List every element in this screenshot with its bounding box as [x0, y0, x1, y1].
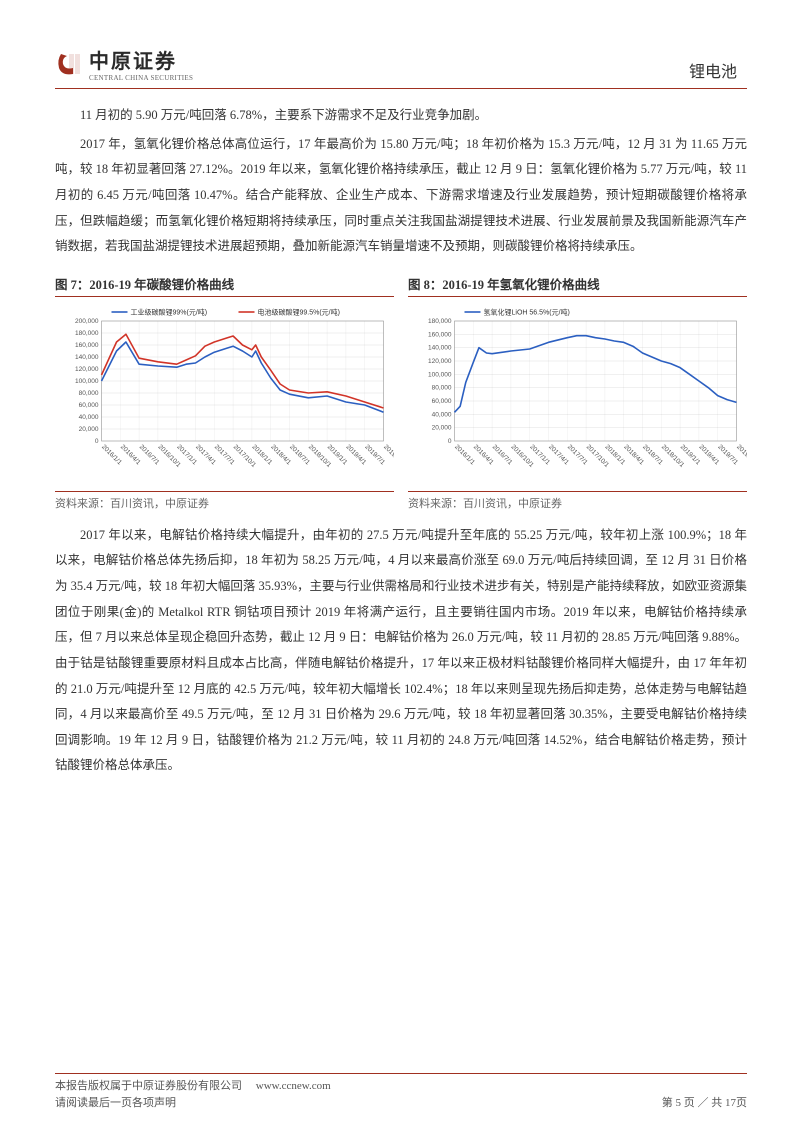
svg-text:80,000: 80,000	[79, 390, 99, 397]
svg-text:100,000: 100,000	[428, 371, 452, 378]
logo-icon	[55, 50, 83, 78]
svg-text:180,000: 180,000	[75, 330, 99, 337]
paragraph-1: 11 月初的 5.90 万元/吨回落 6.78%，主要系下游需求不足及行业竞争加…	[55, 103, 747, 129]
svg-text:20,000: 20,000	[79, 426, 99, 433]
svg-text:40,000: 40,000	[432, 411, 452, 418]
svg-text:200,000: 200,000	[75, 318, 99, 325]
svg-text:180,000: 180,000	[428, 318, 452, 325]
svg-text:60,000: 60,000	[432, 398, 452, 405]
logo: 中原证券 CENTRAL CHINA SECURITIES	[55, 45, 193, 82]
footer-url: www.ccnew.com	[256, 1080, 331, 1092]
svg-text:120,000: 120,000	[75, 366, 99, 373]
svg-text:电池级碳酸锂99.5%(元/吨): 电池级碳酸锂99.5%(元/吨)	[258, 307, 340, 316]
svg-text:160,000: 160,000	[75, 342, 99, 349]
svg-text:2019/10/1: 2019/10/1	[382, 443, 394, 469]
svg-text:100,000: 100,000	[75, 378, 99, 385]
svg-text:2019/10/1: 2019/10/1	[735, 443, 747, 469]
svg-text:80,000: 80,000	[432, 384, 452, 391]
chart-7-source: 资料来源：百川资讯，中原证券	[55, 491, 394, 511]
svg-text:120,000: 120,000	[428, 358, 452, 365]
svg-text:160,000: 160,000	[428, 331, 452, 338]
footer-page: 第 5 页 ／ 共 17页	[662, 1097, 747, 1109]
chart-8-title: 图 8：2016-19 年氢氧化锂价格曲线	[408, 274, 747, 297]
page-footer: 本报告版权属于中原证券股份有限公司 www.ccnew.com 请阅读最后一页各…	[55, 1073, 747, 1113]
paragraph-2: 2017 年，氢氧化锂价格总体高位运行，17 年最高价为 15.80 万元/吨；…	[55, 132, 747, 260]
chart-7-block: 图 7：2016-19 年碳酸锂价格曲线 0 20,000 40,000 60,000…	[55, 274, 394, 511]
svg-text:0: 0	[448, 438, 452, 445]
footer-copyright: 本报告版权属于中原证券股份有限公司	[55, 1080, 242, 1092]
paragraph-3: 2017 年以来，电解钴价格持续大幅提升，由年初的 27.5 万元/吨提升至年底…	[55, 523, 747, 779]
chart-7-svg: 0 20,000 40,000 60,000 80,000 100,000 120,000 1…	[55, 303, 394, 483]
svg-text:140,000: 140,000	[75, 354, 99, 361]
svg-text:氢氧化锂LiOH 56.5%(元/吨): 氢氧化锂LiOH 56.5%(元/吨)	[484, 307, 570, 316]
chart-8-svg: 0 20,000 40,000 60,000 80,000 100,000 120,000 1…	[408, 303, 747, 483]
svg-text:140,000: 140,000	[428, 344, 452, 351]
logo-subtitle: CENTRAL CHINA SECURITIES	[89, 74, 193, 82]
logo-name: 中原证券	[89, 45, 193, 74]
document-title: 锂电池	[689, 58, 737, 82]
charts-row: 图 7：2016-19 年碳酸锂价格曲线 0 20,000 40,000 60,000…	[55, 274, 747, 511]
chart-8-source: 资料来源：百川资讯，中原证券	[408, 491, 747, 511]
svg-text:0: 0	[95, 438, 99, 445]
chart-8-block: 图 8：2016-19 年氢氧化锂价格曲线 0 20,000 40,000 60,00…	[408, 274, 747, 511]
footer-disclaimer: 请阅读最后一页各项声明	[55, 1097, 176, 1109]
svg-text:40,000: 40,000	[79, 414, 99, 421]
svg-text:20,000: 20,000	[432, 424, 452, 431]
page-header: 中原证券 CENTRAL CHINA SECURITIES 锂电池	[55, 45, 747, 89]
svg-text:60,000: 60,000	[79, 402, 99, 409]
chart-7-title: 图 7：2016-19 年碳酸锂价格曲线	[55, 274, 394, 297]
svg-text:工业级碳酸锂99%(元/吨): 工业级碳酸锂99%(元/吨)	[131, 307, 208, 316]
